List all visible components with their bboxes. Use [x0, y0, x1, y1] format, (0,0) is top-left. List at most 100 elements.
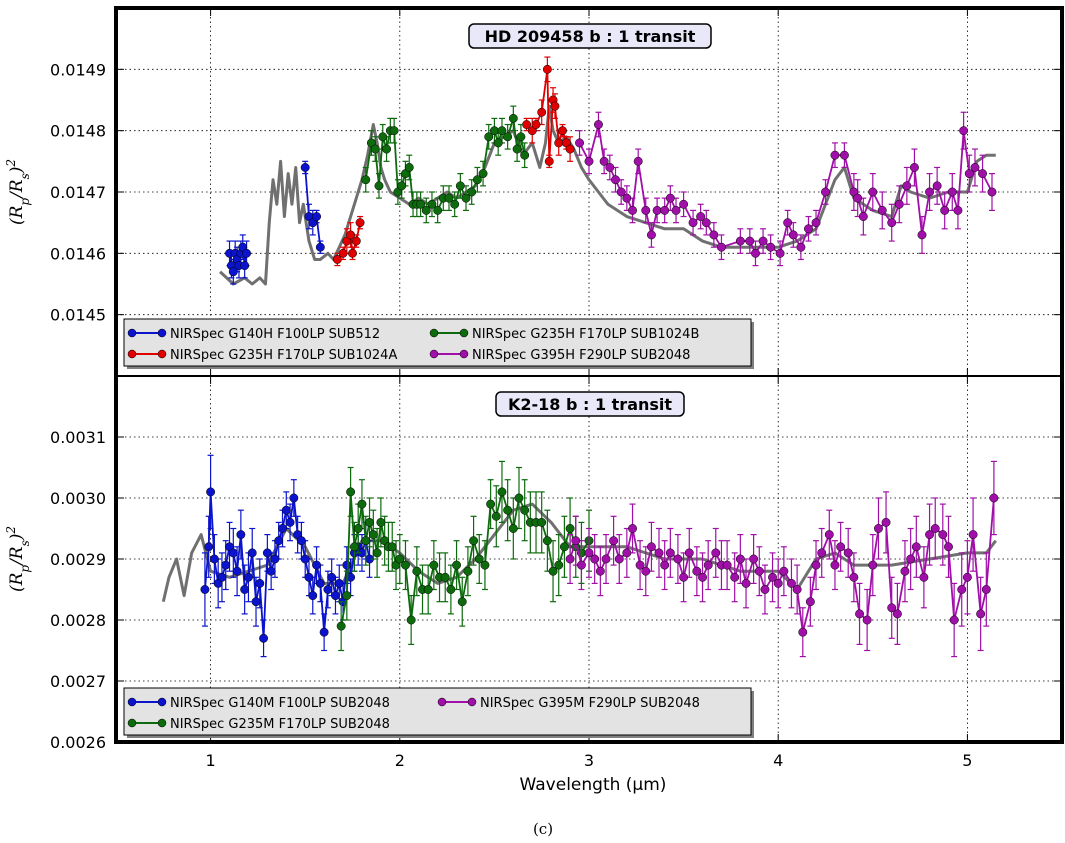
- data-point: [209, 554, 219, 564]
- data-point: [259, 633, 269, 643]
- legend-swatch-marker: [459, 328, 469, 338]
- data-point: [289, 493, 299, 503]
- data-point: [401, 560, 410, 570]
- data-point: [484, 132, 494, 142]
- data-point: [348, 248, 357, 258]
- data-point: [531, 120, 541, 129]
- data-point: [228, 548, 238, 558]
- data-point: [315, 578, 325, 588]
- data-point: [773, 578, 783, 588]
- legend-label: NIRSpec G395M F290LP SUB2048: [480, 696, 700, 711]
- data-point: [429, 560, 439, 570]
- data-point: [709, 230, 719, 240]
- data-point: [805, 597, 815, 607]
- data-point: [312, 560, 322, 570]
- data-point: [308, 591, 318, 601]
- data-point: [387, 542, 397, 552]
- series-2: [332, 56, 575, 267]
- legend-swatch-marker: [459, 349, 469, 359]
- data-point: [660, 560, 670, 570]
- data-point: [474, 554, 484, 564]
- data-point: [332, 255, 342, 264]
- data-point: [692, 566, 702, 576]
- data-point: [957, 585, 967, 594]
- data-point: [696, 212, 706, 221]
- legend-label: NIRSpec G140M F100LP SUB2048: [170, 696, 390, 711]
- data-point: [679, 572, 689, 582]
- data-point: [274, 536, 284, 546]
- legend-swatch-marker: [157, 697, 167, 707]
- data-point: [902, 181, 912, 191]
- x-tick-label: 3: [584, 751, 594, 770]
- data-point: [671, 205, 681, 215]
- data-point: [446, 585, 456, 594]
- data-point: [628, 205, 637, 215]
- data-point: [646, 542, 656, 552]
- legend-label: NIRSpec G235M F170LP SUB2048: [170, 717, 390, 732]
- legend-label: NIRSpec G140H F100LP SUB512: [170, 327, 380, 342]
- series-2: [336, 460, 594, 652]
- data-point: [900, 566, 910, 576]
- data-point: [622, 193, 632, 203]
- data-point: [892, 609, 902, 619]
- data-point: [565, 554, 575, 564]
- legend-swatch-marker: [127, 697, 137, 707]
- data-point: [779, 566, 789, 576]
- legend: NIRSpec G140H F100LP SUB512 NIRSpec G235H…: [123, 318, 754, 369]
- series-1: [225, 160, 325, 285]
- data-point: [584, 156, 594, 166]
- data-point: [204, 542, 214, 552]
- data-point: [336, 621, 346, 631]
- data-point: [609, 536, 619, 546]
- legend-swatch-marker: [157, 718, 167, 728]
- data-point: [565, 524, 575, 533]
- data-point: [342, 560, 352, 570]
- data-point: [953, 205, 963, 215]
- data-point: [571, 536, 581, 546]
- legend-label: NIRSpec G395H F290LP SUB2048: [472, 348, 690, 363]
- data-point: [255, 578, 265, 588]
- data-point: [450, 199, 460, 209]
- data-point: [843, 548, 853, 558]
- data-point: [486, 499, 496, 509]
- data-point: [575, 138, 584, 148]
- data-point: [868, 187, 878, 197]
- data-point: [550, 101, 560, 111]
- data-point: [242, 248, 251, 258]
- data-point: [467, 187, 477, 197]
- y-tick-label: 0.0030: [50, 489, 106, 508]
- data-point: [374, 181, 384, 191]
- data-point: [641, 205, 651, 215]
- data-point: [351, 236, 361, 246]
- data-point: [346, 487, 356, 497]
- data-point: [821, 187, 830, 197]
- legend-swatch-marker: [127, 328, 137, 338]
- data-point: [421, 205, 431, 215]
- data-point: [469, 536, 479, 546]
- data-point: [240, 261, 250, 271]
- series-3: [565, 460, 999, 658]
- data-point: [601, 554, 611, 564]
- data-point: [548, 566, 558, 576]
- panel-title: K2-18 b : 1 transit: [508, 395, 672, 414]
- data-point: [758, 236, 768, 246]
- data-point: [559, 542, 569, 552]
- data-point: [554, 560, 564, 570]
- y-tick-label: 0.0147: [50, 183, 106, 202]
- data-point: [894, 199, 904, 209]
- x-tick-label: 1: [206, 751, 216, 770]
- data-point: [978, 169, 987, 179]
- data-point: [783, 218, 793, 228]
- data-point: [701, 218, 711, 228]
- data-point: [463, 566, 473, 576]
- data-point: [480, 560, 490, 570]
- data-point: [327, 572, 337, 582]
- data-point: [516, 132, 526, 142]
- data-point: [440, 572, 450, 582]
- data-point: [887, 218, 897, 228]
- x-tick-label: 4: [773, 751, 783, 770]
- data-point: [262, 548, 272, 558]
- data-point: [796, 242, 806, 252]
- y-tick-label: 0.0146: [50, 244, 106, 263]
